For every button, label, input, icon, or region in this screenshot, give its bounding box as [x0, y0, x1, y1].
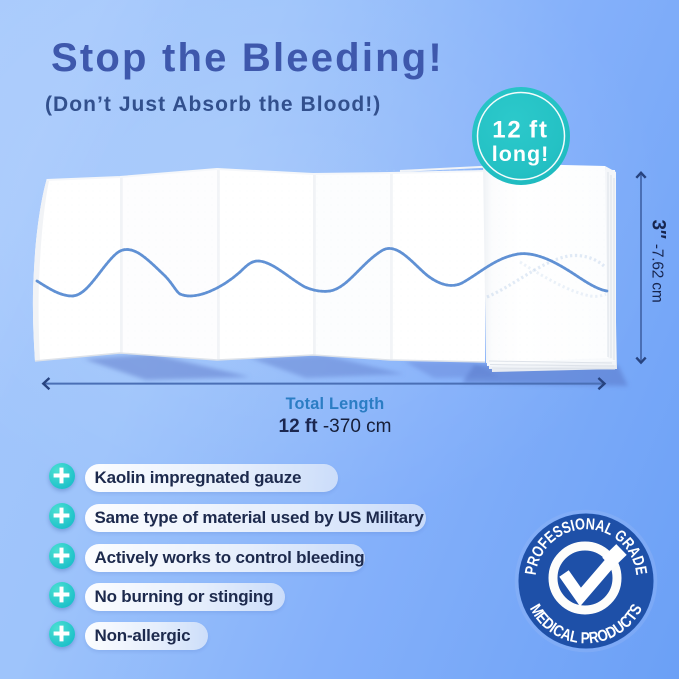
svg-text:12 ft: 12 ft	[492, 117, 548, 144]
svg-text:3″ -7.62 cm: 3″ -7.62 cm	[648, 220, 669, 303]
svg-text:long!: long!	[492, 142, 550, 166]
